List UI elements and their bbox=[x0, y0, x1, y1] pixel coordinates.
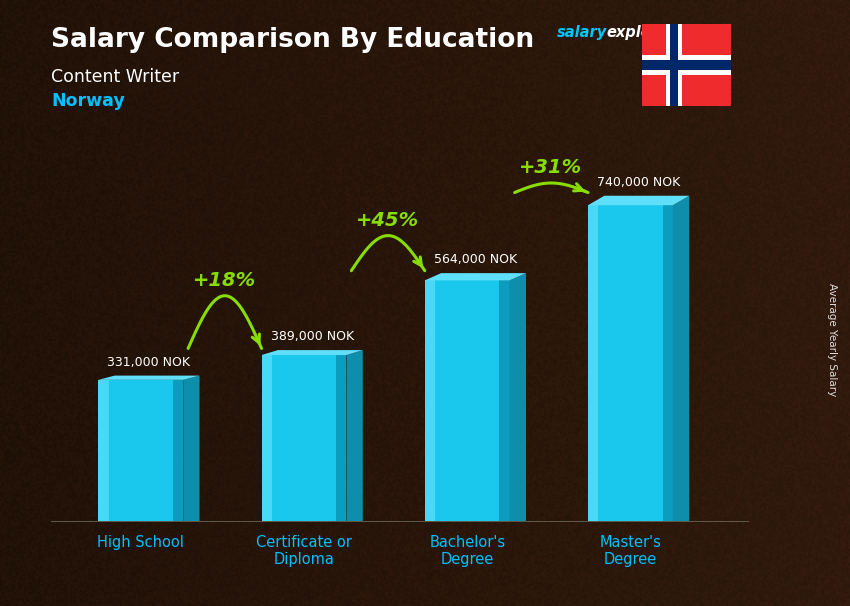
Bar bbox=[173, 380, 184, 521]
Bar bbox=[500, 281, 510, 521]
Bar bbox=[666, 24, 683, 106]
Text: .com: .com bbox=[667, 25, 706, 41]
Text: +45%: +45% bbox=[356, 211, 419, 230]
Polygon shape bbox=[588, 196, 689, 205]
Bar bbox=[588, 205, 598, 521]
Bar bbox=[642, 60, 731, 70]
Bar bbox=[262, 355, 272, 521]
Text: Average Yearly Salary: Average Yearly Salary bbox=[827, 283, 837, 396]
Polygon shape bbox=[510, 273, 526, 521]
Bar bbox=[99, 380, 184, 521]
Polygon shape bbox=[262, 350, 363, 355]
Bar bbox=[425, 281, 435, 521]
Bar bbox=[588, 205, 673, 521]
Text: explorer: explorer bbox=[606, 25, 675, 41]
Bar bbox=[262, 355, 347, 521]
Polygon shape bbox=[673, 196, 689, 521]
Text: Content Writer: Content Writer bbox=[51, 68, 179, 87]
Bar bbox=[670, 24, 678, 106]
Polygon shape bbox=[184, 376, 200, 521]
Bar bbox=[337, 355, 347, 521]
Text: +18%: +18% bbox=[193, 271, 256, 290]
Bar bbox=[425, 281, 510, 521]
Bar bbox=[642, 55, 731, 75]
Text: salary: salary bbox=[557, 25, 607, 41]
Bar bbox=[99, 380, 109, 521]
Text: 740,000 NOK: 740,000 NOK bbox=[597, 176, 680, 189]
Text: 331,000 NOK: 331,000 NOK bbox=[107, 356, 190, 369]
Text: Salary Comparison By Education: Salary Comparison By Education bbox=[51, 27, 534, 53]
Polygon shape bbox=[347, 350, 363, 521]
Text: 564,000 NOK: 564,000 NOK bbox=[434, 253, 517, 267]
Text: Norway: Norway bbox=[51, 92, 125, 110]
Bar bbox=[663, 205, 673, 521]
Text: 389,000 NOK: 389,000 NOK bbox=[270, 330, 354, 344]
Polygon shape bbox=[425, 273, 526, 281]
Polygon shape bbox=[99, 376, 200, 380]
Text: +31%: +31% bbox=[519, 158, 582, 178]
